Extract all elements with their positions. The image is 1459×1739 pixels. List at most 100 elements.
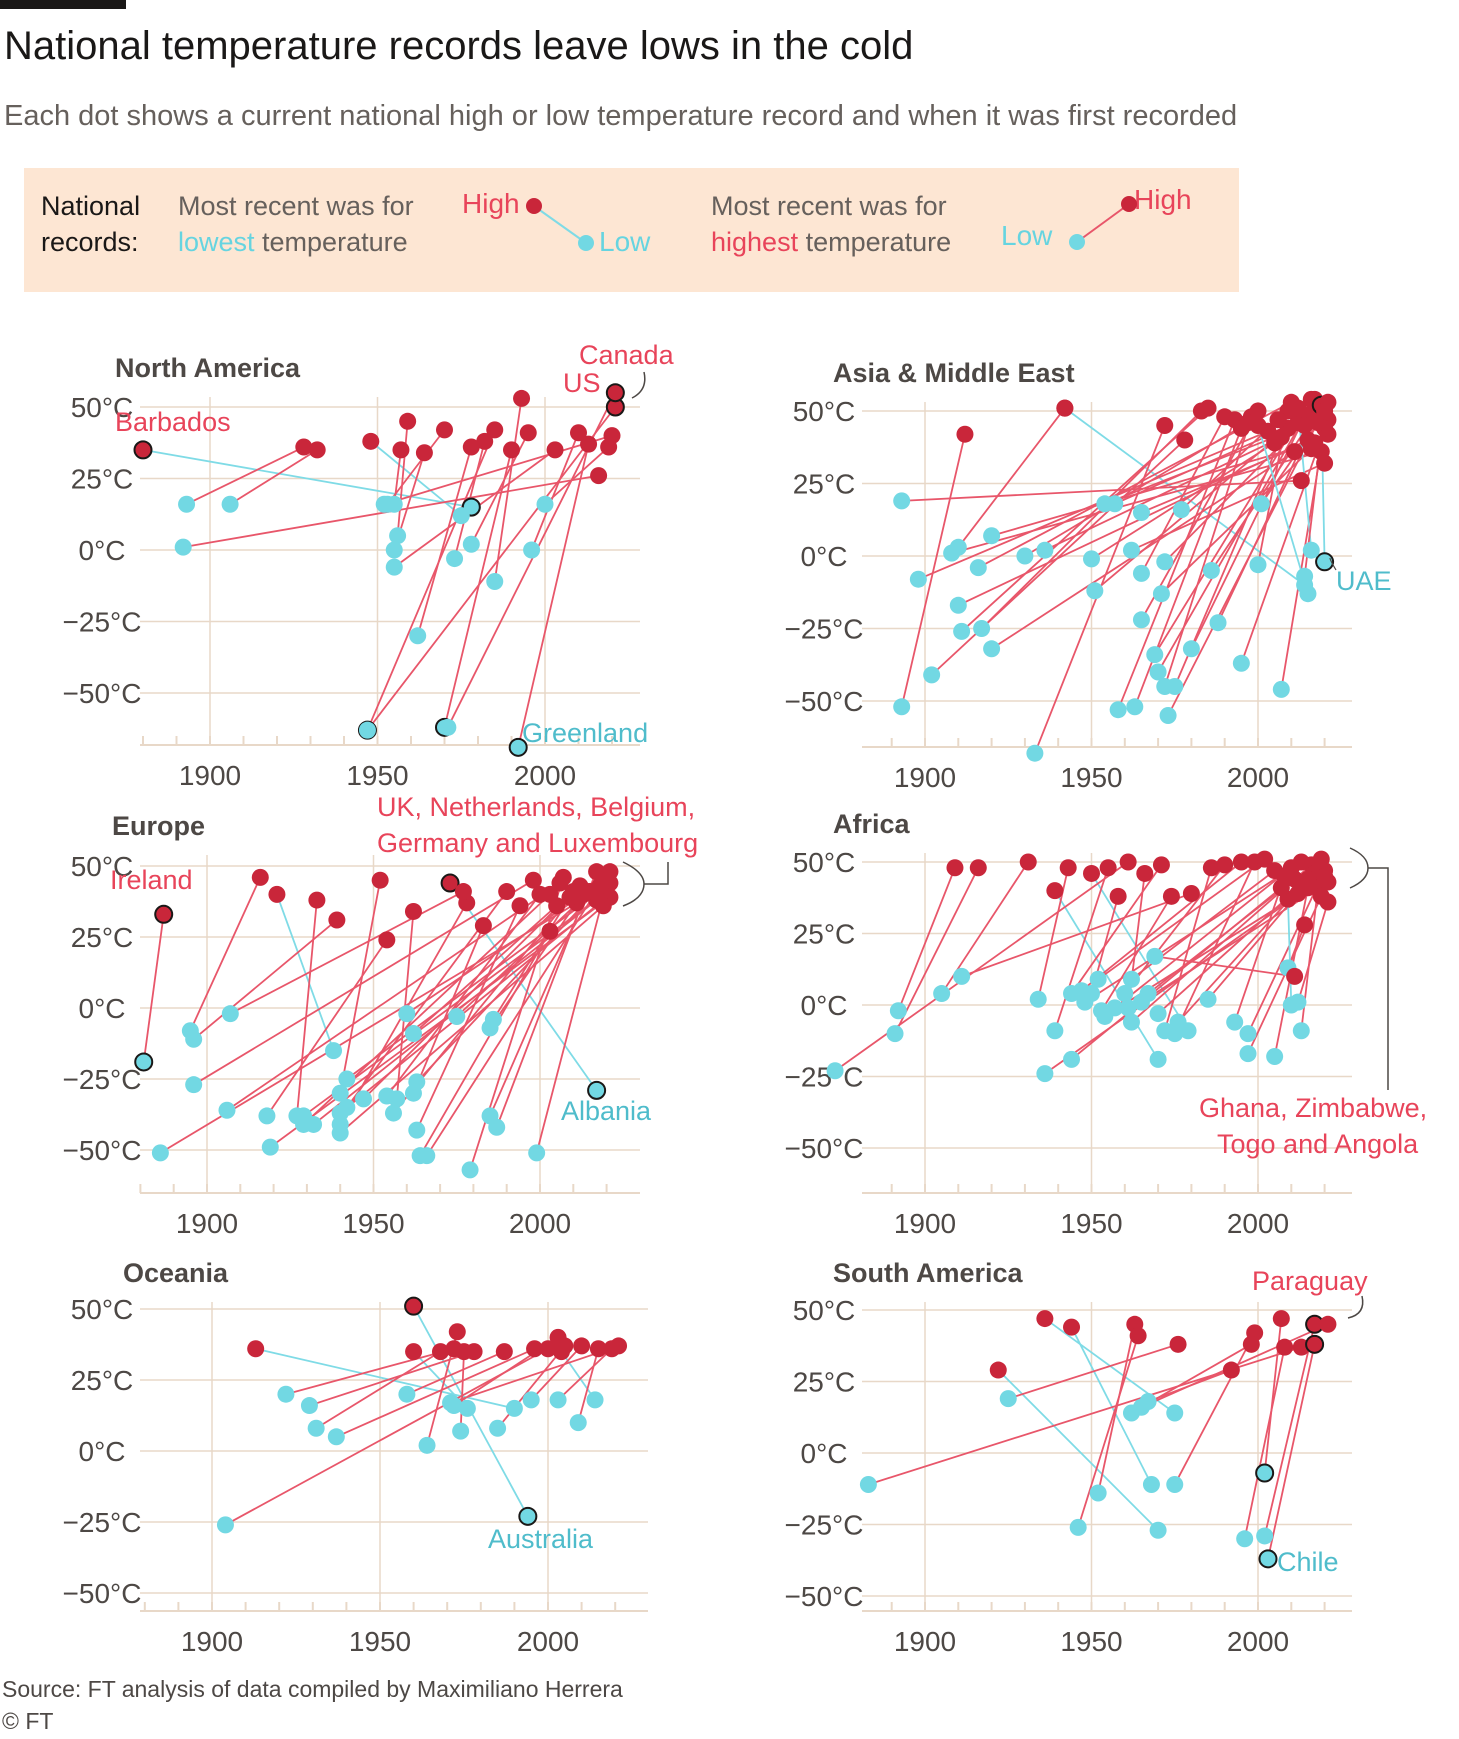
low-record-dot [1266, 1047, 1284, 1065]
low-record-dot [489, 1419, 507, 1437]
legend-low-dot-1 [578, 235, 594, 251]
high-record-dot [1306, 434, 1324, 452]
low-record-dot [953, 967, 971, 985]
page-subtitle: Each dot shows a current national high o… [4, 100, 1238, 132]
high-record-dot [1316, 402, 1334, 420]
y-tick-label: 25°C [71, 1365, 134, 1396]
record-connector [315, 1350, 441, 1430]
record-connector [383, 434, 613, 506]
low-record-dot [886, 1025, 904, 1043]
record-connector [1243, 1346, 1286, 1539]
annotation-label: UK, Netherlands, Belgium, [377, 792, 695, 822]
record-connector [1131, 462, 1325, 552]
record-connector [450, 1345, 619, 1404]
high-record-dot [1272, 1310, 1290, 1328]
high-record-dot [589, 1340, 607, 1358]
legend-low-label-1: Low [599, 226, 651, 257]
panel-3: 50°C 25°C 0°C −25°C −50°C 1900 1950 2000 Africa G… [785, 809, 1428, 1239]
y-tick-label: −50°C [785, 1133, 864, 1164]
low-record-dot [325, 1042, 343, 1060]
record-connector [396, 421, 409, 536]
high-record-dot [1279, 890, 1297, 908]
y-tick-label: 25°C [793, 469, 856, 500]
low-record-dot [185, 1076, 203, 1094]
low-record-dot [484, 1010, 502, 1028]
bracket-africa-leader [1368, 867, 1389, 1090]
annotation-label: Germany and Luxembourg [377, 828, 698, 858]
annotation-label: UAE [1336, 566, 1392, 596]
record-connector [1114, 867, 1292, 1009]
low-record-dot [1069, 1518, 1087, 1536]
y-tick-label: 50°C [793, 847, 856, 878]
low-record-dot [1292, 1022, 1310, 1040]
low-record-dot [1159, 707, 1177, 724]
high-record-dot [1083, 864, 1100, 882]
y-tick-label: −50°C [63, 1578, 142, 1609]
high-record-dot [440, 873, 460, 893]
x-tick-label: 2000 [509, 1208, 571, 1239]
high-record-dot [610, 1337, 628, 1355]
high-record-dot [956, 425, 974, 443]
low-record-dot [1122, 1013, 1140, 1031]
record-connector [1077, 1335, 1139, 1528]
low-record-dot [1252, 495, 1270, 513]
y-tick-label: 25°C [71, 464, 134, 495]
high-record-dot [1063, 1318, 1081, 1336]
record-connector [917, 430, 1269, 581]
high-record-dot [573, 1337, 591, 1355]
high-record-dot [1292, 472, 1310, 490]
high-record-dot [946, 859, 964, 877]
x-tick-label: 1900 [894, 1626, 956, 1657]
high-record-dot [1136, 864, 1154, 882]
low-record-dot [999, 1390, 1017, 1408]
x-tick-label: 1950 [1060, 1208, 1122, 1239]
low-record-dot [549, 1391, 567, 1409]
low-record-dot [505, 1399, 523, 1417]
high-record-dot [247, 1340, 265, 1358]
legend-swatches [526, 196, 1137, 251]
record-connector [1257, 425, 1309, 594]
record-connector [339, 880, 382, 1094]
low-record-dot [261, 1138, 279, 1156]
low-record-dot [1166, 1404, 1184, 1422]
low-record-dot [385, 558, 403, 576]
record-connector [530, 1345, 583, 1401]
x-tick-label: 1900 [894, 762, 956, 793]
low-record-dot [418, 1436, 436, 1454]
legend-highest-recent: Most recent was for highest temperature [711, 191, 952, 257]
low-record-dot [327, 1428, 345, 1446]
low-record-dot [1209, 614, 1227, 632]
high-record-dot [526, 1340, 544, 1358]
low-record-dot [1083, 550, 1100, 568]
high-record-dot [519, 424, 537, 442]
high-record-dot [251, 868, 269, 886]
record-connector [834, 861, 1129, 1072]
y-tick-label: −25°C [785, 1510, 864, 1541]
record-connector [189, 876, 262, 1032]
y-tick-label: 50°C [793, 1295, 856, 1326]
record-connector [309, 1350, 475, 1407]
low-record-dot [1036, 1065, 1054, 1083]
low-record-dot [1156, 553, 1174, 571]
high-record-dot [1216, 408, 1234, 426]
high-record-dot [969, 859, 987, 877]
record-connector [1287, 899, 1293, 1006]
low-record-dot [452, 507, 470, 525]
record-connector [459, 1351, 465, 1432]
record-connector [1173, 1332, 1256, 1485]
high-record-dot [989, 1361, 1007, 1379]
low-record-dot [1282, 996, 1300, 1014]
annotation-label: Barbados [115, 407, 231, 437]
low-record-dot [216, 1516, 234, 1534]
legend-box: National records: Most recent was for lo… [24, 168, 1239, 292]
high-record-dot [1289, 399, 1307, 417]
high-record-dot [1119, 853, 1137, 871]
record-connector [557, 1348, 613, 1401]
low-record-dot [442, 1394, 460, 1412]
low-record-dot [1239, 1045, 1257, 1063]
record-connector [1070, 1326, 1153, 1485]
low-record-dot [174, 538, 192, 556]
y-tick-label: −25°C [63, 607, 142, 638]
low-record-dot [1232, 654, 1250, 672]
high-record-dot [1296, 417, 1314, 434]
